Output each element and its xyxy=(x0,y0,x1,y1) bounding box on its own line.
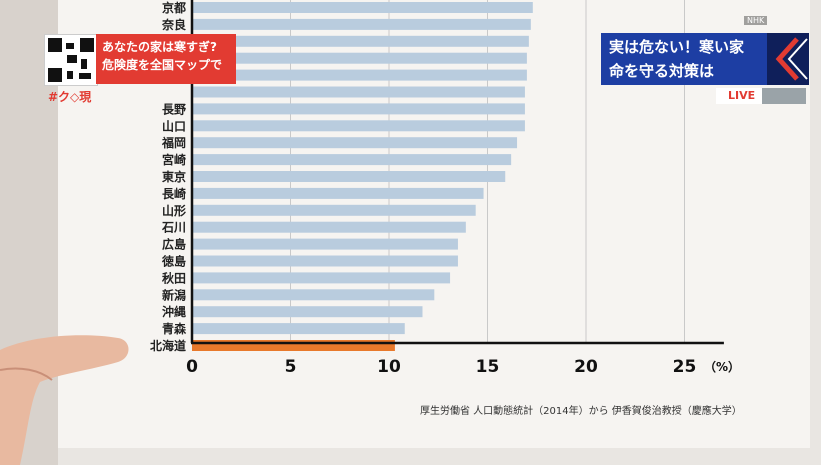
title-arrow-icon xyxy=(767,33,809,85)
bar xyxy=(192,255,458,267)
x-tick-label: 15 xyxy=(476,357,500,377)
caption-line-1: あなたの家は寒すぎ? xyxy=(102,40,217,54)
x-unit-label: （%） xyxy=(704,359,740,374)
category-label: 新潟 xyxy=(162,287,186,302)
category-label: 秋田 xyxy=(162,270,186,285)
category-label: 北海道 xyxy=(150,338,186,353)
bar xyxy=(192,289,435,301)
bar xyxy=(192,120,525,132)
bar xyxy=(192,18,531,30)
category-label: 長崎 xyxy=(162,186,186,201)
pointing-hand xyxy=(0,335,129,465)
bar xyxy=(192,171,506,182)
x-tick-label: 10 xyxy=(377,357,401,377)
source-note: 厚生労働省 人口動態統計（2014年）から 伊香賀俊治教授（慶應大学） xyxy=(420,406,742,417)
category-label: 石川 xyxy=(161,221,186,235)
bar xyxy=(192,238,458,250)
category-label: 奈良 xyxy=(161,17,186,32)
bar xyxy=(192,272,451,284)
title-line-1: 実は危ない！寒い家 xyxy=(609,38,745,56)
qr-code[interactable] xyxy=(44,34,98,86)
category-label: 徳島 xyxy=(161,254,186,269)
bar xyxy=(192,137,518,149)
bar xyxy=(192,2,533,13)
bar xyxy=(192,323,405,335)
channel-label: NHK xyxy=(744,16,768,25)
x-tick-label: 25 xyxy=(673,357,697,377)
category-label: 沖縄 xyxy=(162,304,186,319)
x-tick-label: 0 xyxy=(186,357,198,377)
bar xyxy=(192,69,527,81)
category-label: 青森 xyxy=(162,321,187,336)
title-line-2: 命を守る対策は xyxy=(609,62,715,80)
category-label: 東京 xyxy=(162,169,186,184)
category-label: 京都 xyxy=(162,0,186,15)
bar xyxy=(192,221,466,233)
bar xyxy=(192,306,423,318)
category-label: 福岡 xyxy=(161,135,186,150)
bar xyxy=(192,52,527,64)
x-tick-label: 5 xyxy=(285,357,297,377)
category-label: 宮崎 xyxy=(162,152,186,167)
bar xyxy=(192,103,525,115)
bar xyxy=(192,35,529,47)
live-strip xyxy=(762,88,806,104)
program-caption: あなたの家は寒すぎ? 危険度を全国マップで xyxy=(96,34,236,84)
hashtag-text: #ク◇現 xyxy=(48,90,92,104)
category-label: 長野 xyxy=(162,101,186,116)
category-label: 広島 xyxy=(162,237,186,252)
category-label: 山口 xyxy=(162,118,186,133)
program-title-box: 実は危ない！寒い家 命を守る対策は xyxy=(601,33,809,85)
bar xyxy=(192,154,512,166)
live-label: LIVE xyxy=(728,89,756,102)
bar xyxy=(192,187,484,199)
bar xyxy=(192,204,476,216)
x-tick-label: 20 xyxy=(574,357,598,377)
bar xyxy=(192,86,525,98)
category-label: 山形 xyxy=(162,203,186,218)
caption-line-2: 危険度を全国マップで xyxy=(102,58,223,72)
bar xyxy=(192,340,395,351)
